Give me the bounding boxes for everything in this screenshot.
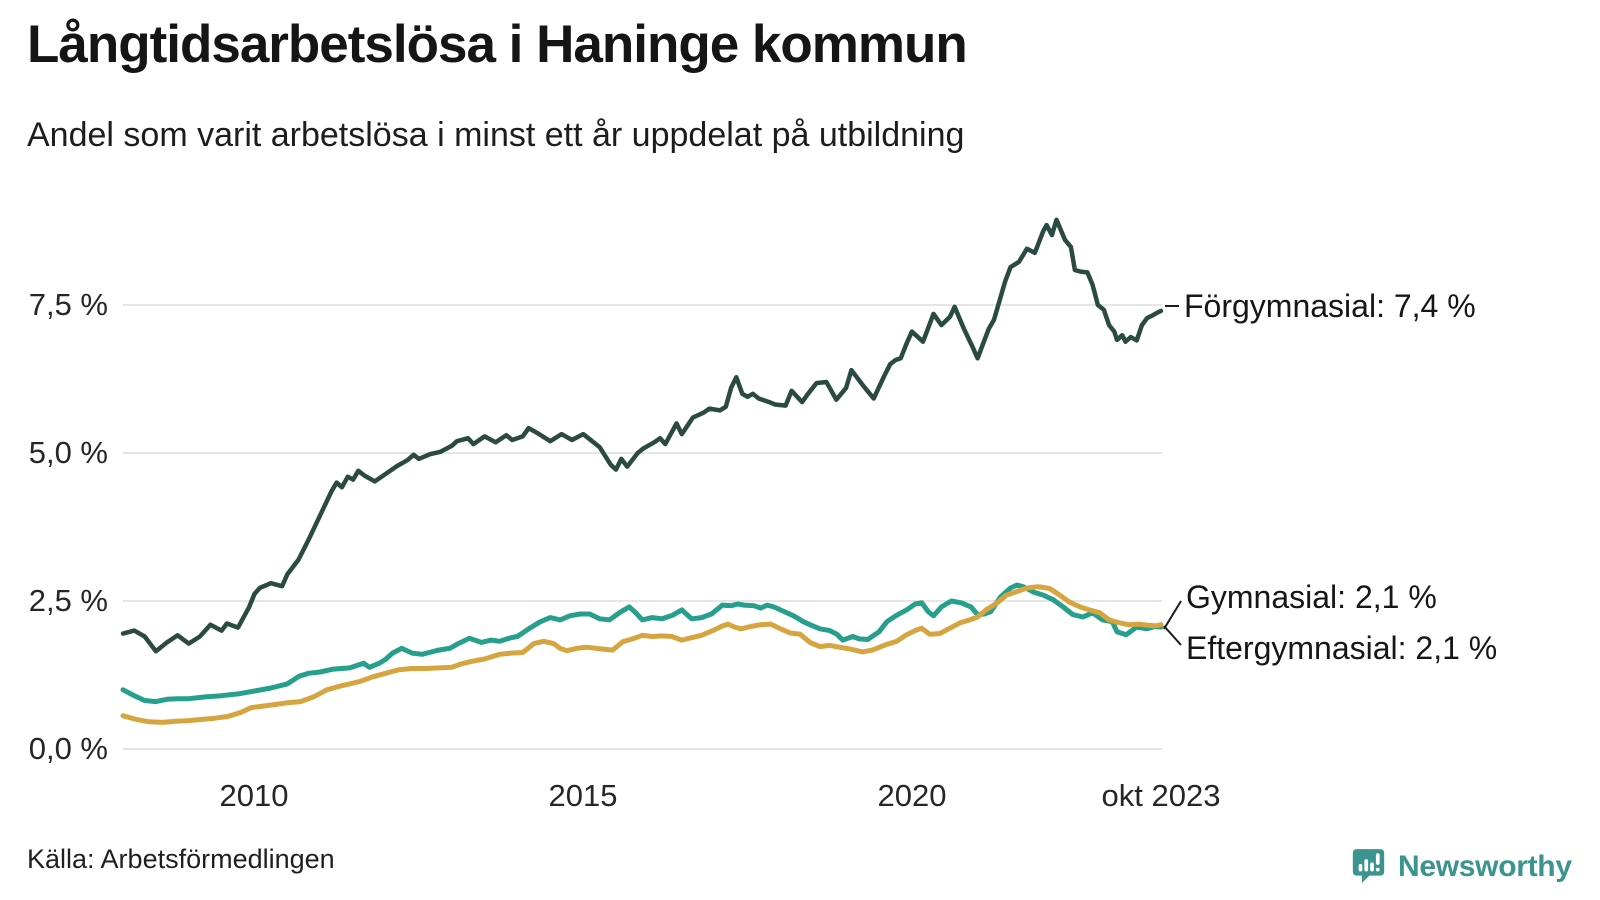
- series-line-gymnasial: [120, 582, 1164, 705]
- series-end-label-gymnasial: Gymnasial: 2,1 %: [1186, 579, 1437, 615]
- series-end-label-eftergymnasial: Eftergymnasial: 2,1 %: [1186, 630, 1498, 666]
- x-axis-tick-okt-2023: okt 2023: [1101, 778, 1221, 813]
- x-axis-tick-2020: 2020: [877, 778, 947, 813]
- series-line-eftergymnasial: [120, 584, 1164, 725]
- x-axis-tick-2015: 2015: [548, 778, 618, 813]
- y-axis-tick-7-5: 7,5 %: [28, 287, 108, 322]
- newsworthy-wordmark: Newsworthy: [1398, 849, 1572, 883]
- page-title: Långtidsarbetslösa i Haninge kommun: [27, 15, 968, 74]
- y-axis-tick-2-5: 2,5 %: [28, 583, 108, 618]
- newsworthy-logo: Newsworthy: [1352, 848, 1572, 885]
- source-note: Källa: Arbetsförmedlingen: [27, 844, 335, 874]
- connector-eftergymnasial: [1163, 625, 1182, 646]
- series-line-forgymnasial: [120, 217, 1164, 654]
- speech-bubble-bar-chart-icon: [1352, 849, 1385, 883]
- x-axis-tick-2010: 2010: [219, 778, 289, 813]
- y-axis-tick-0-0: 0,0 %: [28, 731, 108, 766]
- series-end-label-forgymnasial: Förgymnasial: 7,4 %: [1184, 288, 1476, 324]
- y-axis-tick-5-0: 5,0 %: [28, 435, 108, 470]
- gridlines: [123, 304, 1162, 750]
- label-connectors: [1163, 305, 1182, 646]
- connector-gymnasial: [1163, 600, 1182, 630]
- page-subtitle: Andel som varit arbetslösa i minst ett å…: [27, 116, 965, 154]
